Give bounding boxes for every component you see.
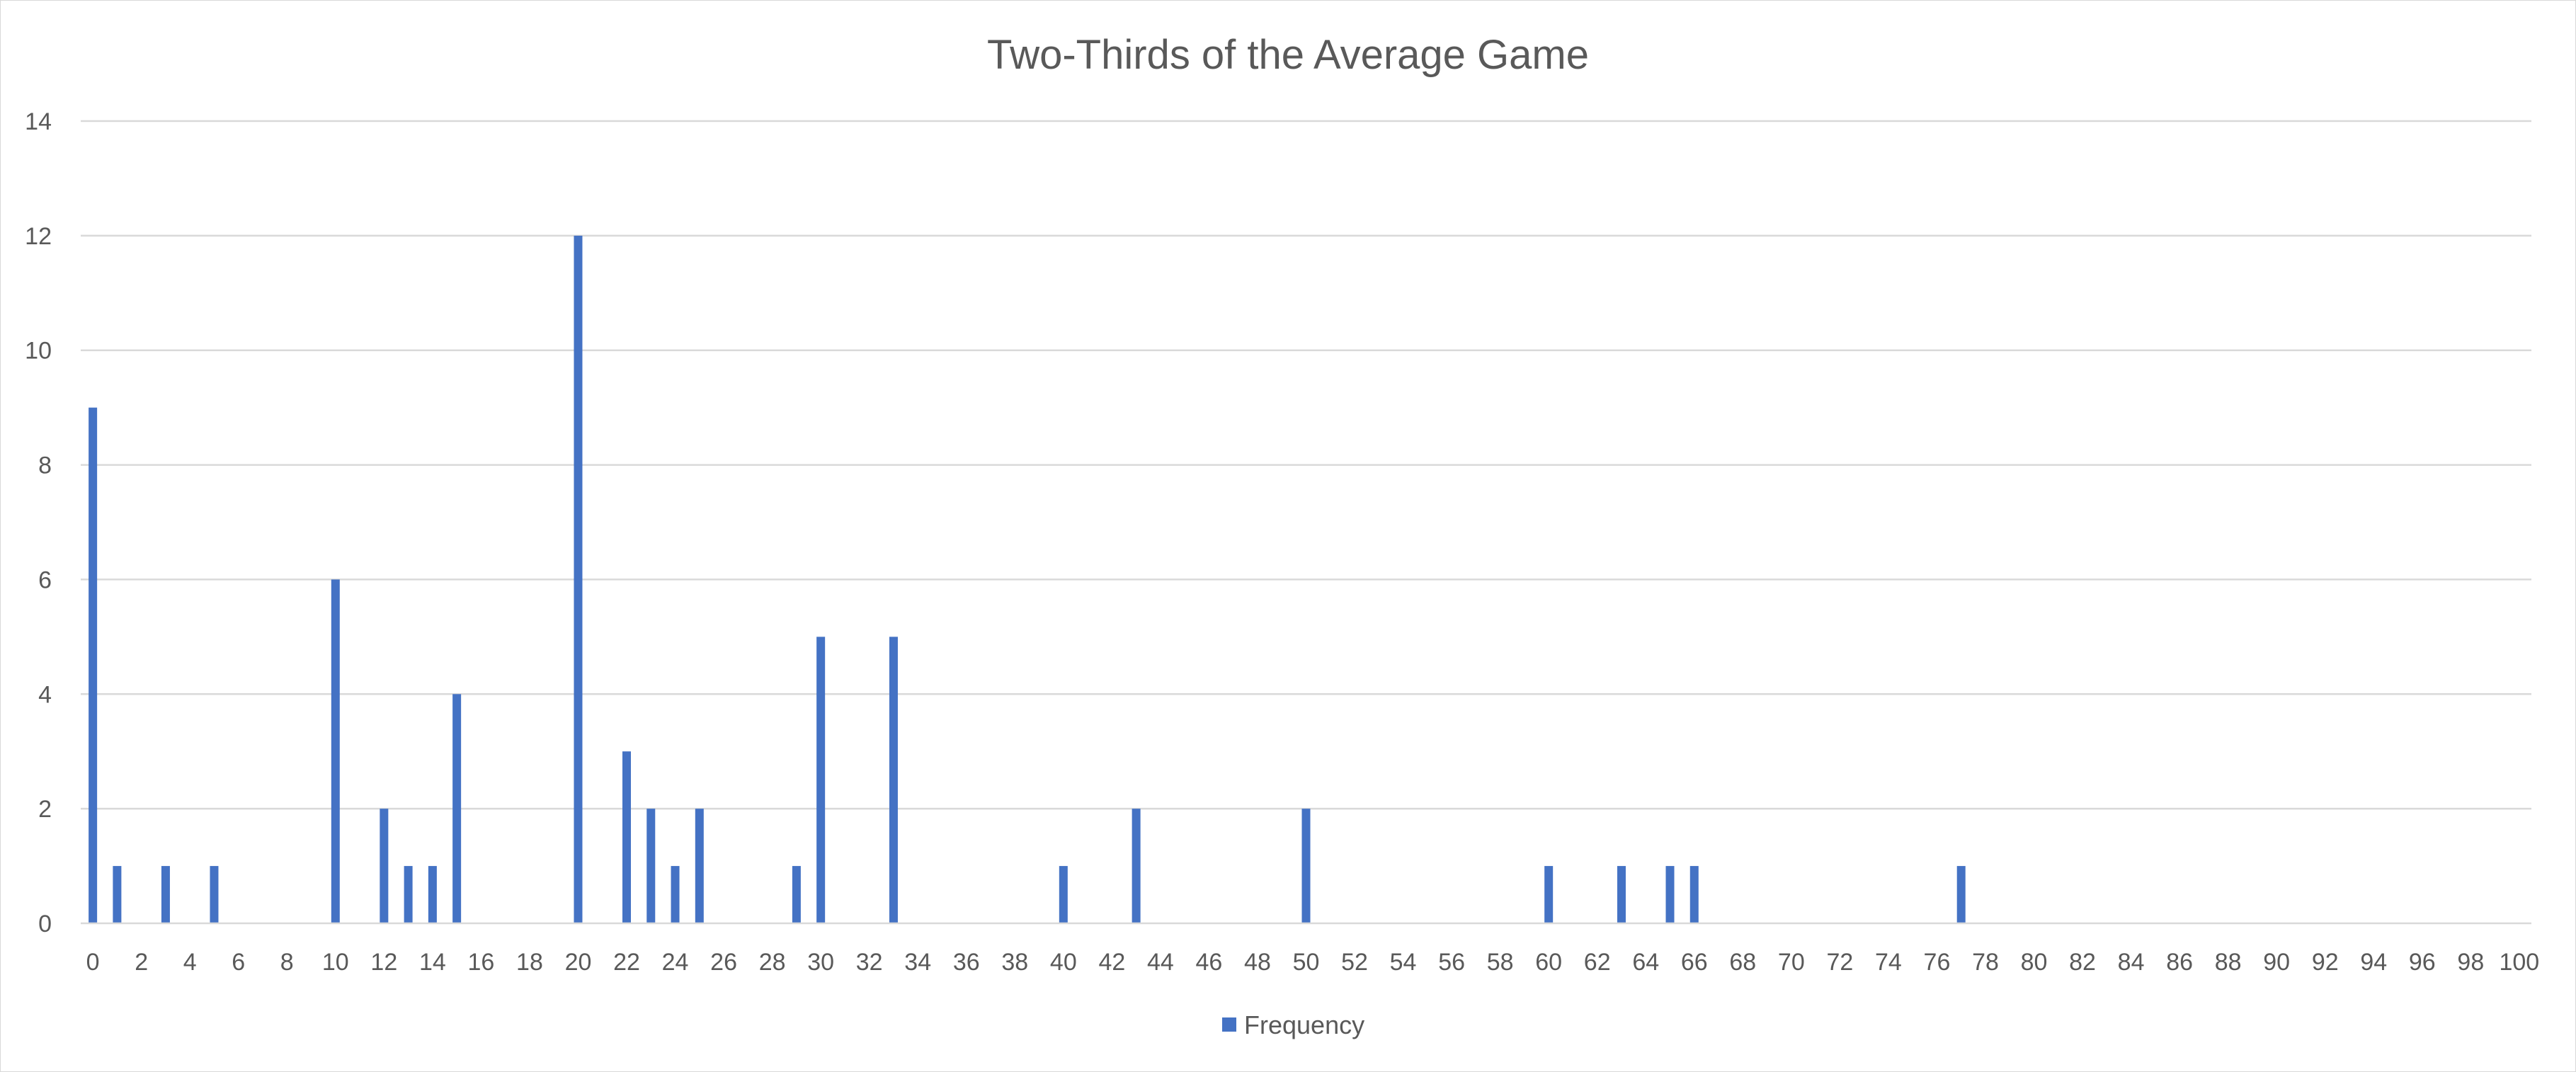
bar: [428, 866, 437, 923]
bar: [1544, 866, 1554, 923]
x-tick-label: 4: [183, 949, 197, 976]
x-tick-label: 62: [1584, 949, 1611, 976]
x-tick-label: 90: [2263, 949, 2290, 976]
bar: [113, 866, 122, 923]
x-axis: 0 2 4 6 8 10 12 14 16 18 20 22 24 26 28 30 32 34 36 38 40 42 4…: [81, 922, 2539, 976]
x-tick-label: 0: [86, 949, 100, 976]
x-tick-label: 100: [2499, 949, 2539, 976]
x-tick-label: 14: [419, 949, 446, 976]
x-tick-label: 94: [2360, 949, 2387, 976]
y-tick-label: 14: [25, 108, 52, 135]
bar: [331, 579, 340, 923]
bar: [1132, 809, 1141, 923]
x-tick-label: 68: [1729, 949, 1756, 976]
bar: [1665, 866, 1675, 923]
x-tick-label: 74: [1875, 949, 1902, 976]
x-tick-label: 34: [904, 949, 931, 976]
x-tick-label: 12: [370, 949, 397, 976]
bar: [1689, 866, 1699, 923]
bar: [210, 866, 219, 923]
y-tick-label: 4: [38, 681, 52, 708]
x-tick-label: 80: [2021, 949, 2048, 976]
x-tick-label: 40: [1050, 949, 1077, 976]
x-tick-label: 48: [1244, 949, 1271, 976]
x-tick-label: 42: [1098, 949, 1125, 976]
bar: [404, 866, 413, 923]
x-tick-label: 18: [516, 949, 543, 976]
x-tick-label: 82: [2069, 949, 2096, 976]
x-tick-label: 16: [467, 949, 494, 976]
gridlines: [81, 120, 2531, 810]
bar: [792, 866, 801, 923]
bar: [161, 866, 170, 923]
x-tick-label: 64: [1632, 949, 1659, 976]
bar: [671, 866, 680, 923]
legend: Frequency: [1222, 1010, 1364, 1039]
x-tick-label: 36: [953, 949, 980, 976]
bar: [695, 809, 704, 923]
bar: [1956, 866, 1966, 923]
x-tick-label: 44: [1147, 949, 1174, 976]
x-tick-label: 88: [2215, 949, 2242, 976]
x-tick-label: 96: [2409, 949, 2436, 976]
x-tick-label: 58: [1487, 949, 1514, 976]
x-tick-label: 8: [280, 949, 294, 976]
bar: [89, 407, 98, 923]
x-tick-label: 86: [2166, 949, 2193, 976]
x-tick-label: 20: [565, 949, 592, 976]
chart-title: Two-Thirds of the Average Game: [987, 32, 1589, 78]
x-tick-label: 52: [1341, 949, 1368, 976]
bar: [622, 751, 632, 923]
y-axis-ticks: 0 2 4 6 8 10 12 14: [25, 108, 52, 937]
bar: [816, 637, 826, 923]
bar: [452, 694, 462, 923]
bar: [1617, 866, 1626, 923]
x-tick-label: 38: [1001, 949, 1028, 976]
x-tick-label: 56: [1438, 949, 1465, 976]
legend-label: Frequency: [1244, 1010, 1364, 1039]
x-tick-label: 50: [1293, 949, 1320, 976]
legend-swatch: [1222, 1017, 1236, 1032]
x-tick-label: 6: [232, 949, 245, 976]
x-tick-label: 72: [1826, 949, 1853, 976]
bar: [1059, 866, 1068, 923]
bar: [646, 809, 656, 923]
x-tick-label: 78: [1972, 949, 1999, 976]
x-tick-label: 98: [2457, 949, 2484, 976]
x-tick-label: 92: [2312, 949, 2339, 976]
x-tick-label: 84: [2118, 949, 2145, 976]
y-tick-label: 10: [25, 338, 52, 365]
bar: [1301, 809, 1311, 923]
y-tick-label: 6: [38, 566, 52, 593]
y-tick-label: 8: [38, 452, 52, 479]
y-tick-label: 2: [38, 796, 52, 823]
x-tick-label: 46: [1196, 949, 1223, 976]
x-tick-label: 24: [662, 949, 689, 976]
x-tick-label: 66: [1681, 949, 1708, 976]
x-tick-label: 22: [613, 949, 640, 976]
x-tick-label: 28: [759, 949, 786, 976]
x-tick-label: 2: [135, 949, 148, 976]
x-tick-label: 70: [1778, 949, 1805, 976]
y-tick-label: 12: [25, 223, 52, 250]
bar: [889, 637, 898, 923]
bar: [574, 235, 583, 923]
x-tick-label: 10: [322, 949, 349, 976]
y-tick-label: 0: [38, 911, 52, 937]
bar: [380, 809, 389, 923]
bars: [89, 235, 1966, 923]
x-tick-label: 76: [1924, 949, 1951, 976]
x-tick-label: 54: [1390, 949, 1417, 976]
x-tick-label: 60: [1535, 949, 1562, 976]
x-tick-label: 32: [856, 949, 883, 976]
x-tick-label: 30: [807, 949, 834, 976]
x-tick-label: 26: [710, 949, 737, 976]
